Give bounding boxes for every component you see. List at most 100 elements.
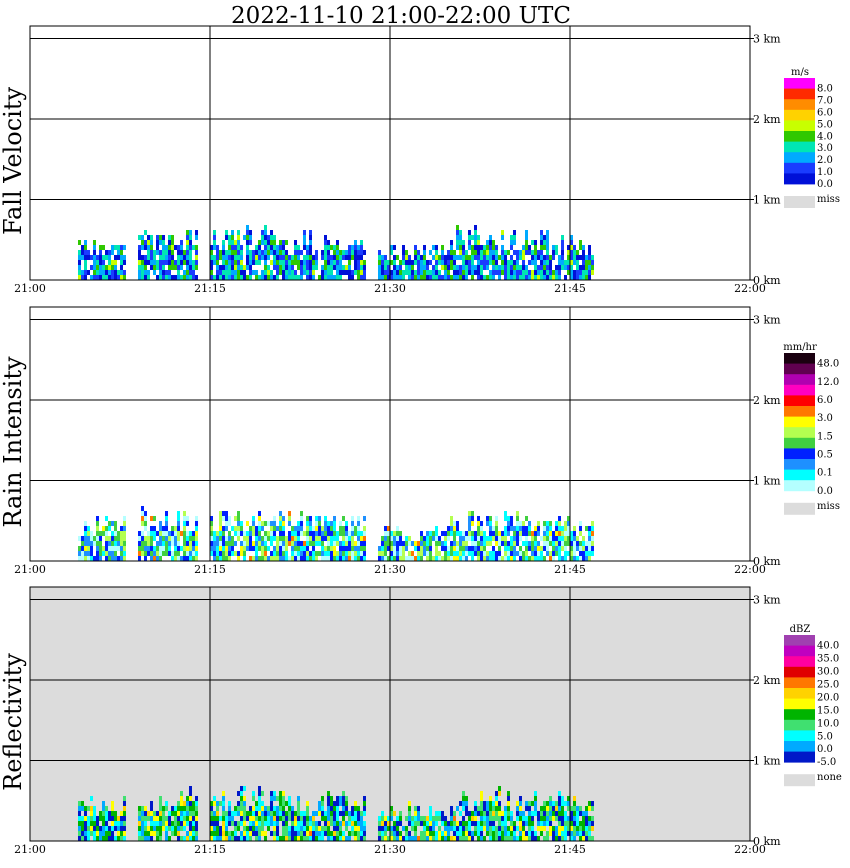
echo-cell: [261, 521, 264, 526]
echo-cell: [447, 526, 450, 531]
echo-cell: [300, 826, 303, 831]
echo-cell: [525, 816, 528, 821]
echo-cell: [363, 806, 366, 811]
echo-cell: [93, 536, 96, 541]
echo-cell: [147, 816, 150, 821]
plot-frame: [29, 586, 751, 842]
echo-cell: [174, 826, 177, 831]
echo-cell: [381, 255, 384, 260]
echo-cell: [168, 811, 171, 816]
echo-cell: [231, 250, 234, 255]
echo-cell: [384, 836, 387, 841]
echo-cell: [357, 816, 360, 821]
echo-cell: [216, 270, 219, 275]
echo-cell: [171, 806, 174, 811]
echo-cell: [111, 836, 114, 841]
echo-cell: [543, 826, 546, 831]
echo-cell: [570, 836, 573, 841]
echo-cell: [93, 836, 96, 841]
echo-cell: [483, 255, 486, 260]
echo-cell: [165, 806, 168, 811]
echo-cell: [462, 541, 465, 546]
echo-cell: [495, 250, 498, 255]
echo-cell: [585, 816, 588, 821]
echo-cell: [183, 531, 186, 536]
legend-label: 0.1: [817, 468, 833, 479]
echo-cell: [87, 821, 90, 826]
y-tick-label: 0 km: [753, 274, 781, 287]
echo-cell: [447, 531, 450, 536]
echo-cell: [120, 831, 123, 836]
echo-cell: [321, 541, 324, 546]
echo-cell: [303, 270, 306, 275]
echo-cell: [519, 821, 522, 826]
echo-cell: [261, 801, 264, 806]
echo-cell: [477, 536, 480, 541]
echo-cell: [504, 816, 507, 821]
echo-cell: [147, 836, 150, 841]
echo-cell: [489, 240, 492, 245]
legend-missing-swatch: [784, 774, 815, 787]
echo-cell: [555, 826, 558, 831]
echo-cell: [276, 260, 279, 265]
echo-cell: [561, 526, 564, 531]
echo-cell: [474, 531, 477, 536]
echo-cell: [498, 801, 501, 806]
echo-cell: [183, 250, 186, 255]
echo-cell: [330, 806, 333, 811]
echo-cell: [351, 516, 354, 521]
echo-cell: [339, 556, 342, 561]
echo-cell: [147, 260, 150, 265]
echo-cell: [576, 556, 579, 561]
echo-cell: [159, 255, 162, 260]
echo-cell: [324, 275, 327, 280]
echo-cell: [477, 531, 480, 536]
echo-cell: [270, 821, 273, 826]
echo-cell: [186, 516, 189, 521]
echo-cell: [171, 831, 174, 836]
echo-cell: [531, 821, 534, 826]
echo-cell: [165, 801, 168, 806]
echo-cell: [417, 546, 420, 551]
echo-cell: [360, 270, 363, 275]
echo-cell: [186, 260, 189, 265]
echo-cell: [147, 270, 150, 275]
echo-cell: [321, 531, 324, 536]
echo-cell: [291, 811, 294, 816]
echo-cell: [216, 551, 219, 556]
echo-cell: [180, 806, 183, 811]
echo-cell: [588, 816, 591, 821]
echo-cell: [237, 811, 240, 816]
echo-cell: [426, 260, 429, 265]
echo-cell: [114, 546, 117, 551]
echo-cell: [138, 811, 141, 816]
echo-cell: [360, 250, 363, 255]
echo-cell: [84, 250, 87, 255]
echo-cell: [447, 270, 450, 275]
echo-cell: [195, 265, 198, 270]
echo-cell: [429, 546, 432, 551]
echo-cell: [327, 275, 330, 280]
echo-cell: [492, 801, 495, 806]
echo-cell: [519, 831, 522, 836]
echo-cell: [300, 546, 303, 551]
echo-cell: [435, 531, 438, 536]
echo-cell: [342, 836, 345, 841]
echo-cell: [426, 556, 429, 561]
echo-cell: [570, 265, 573, 270]
echo-cell: [210, 831, 213, 836]
echo-cell: [582, 275, 585, 280]
echo-cell: [522, 255, 525, 260]
echo-cell: [546, 240, 549, 245]
echo-cell: [456, 521, 459, 526]
echo-cell: [591, 531, 594, 536]
echo-cell: [303, 265, 306, 270]
echo-cell: [150, 536, 153, 541]
echo-cell: [411, 836, 414, 841]
echo-cell: [429, 831, 432, 836]
echo-cell: [99, 811, 102, 816]
echo-cell: [354, 826, 357, 831]
echo-cell: [276, 796, 279, 801]
echo-cell: [531, 546, 534, 551]
x-tick-label: 21:00: [14, 563, 46, 576]
